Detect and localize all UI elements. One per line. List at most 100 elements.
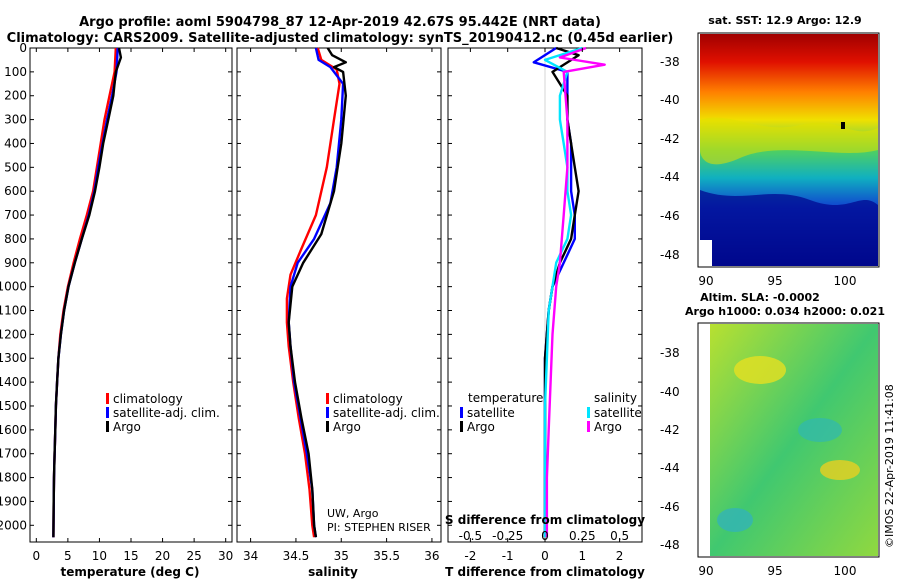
ytick-label: 1000 xyxy=(0,280,27,294)
sla-map-anomaly xyxy=(734,356,786,384)
sst-map-title: sat. SST: 12.9 Argo: 12.9 xyxy=(708,14,861,27)
ytick-label: 800 xyxy=(4,232,27,246)
sst-ytick: -46 xyxy=(660,209,680,223)
legend-swatch-t-satellite xyxy=(460,407,463,418)
sla-ytick: -44 xyxy=(660,461,680,475)
xtick-label: 15 xyxy=(123,549,138,563)
salinity-xlabel: salinity xyxy=(308,565,358,579)
ytick-label: 1700 xyxy=(0,447,27,461)
s-tick-label: -0.25 xyxy=(492,529,523,543)
xtick-label: 34 xyxy=(243,549,258,563)
s-tick-label: 0.25 xyxy=(569,529,596,543)
ytick-label: 900 xyxy=(4,256,27,270)
sst-map-gap xyxy=(700,240,712,266)
t-difference-label: T difference from climatology xyxy=(445,565,645,579)
ytick-label: 1200 xyxy=(0,327,27,341)
xtick-label: -2 xyxy=(464,549,476,563)
sst-map-xticks: 90 95 100 xyxy=(698,274,856,288)
xtick-label: 0 xyxy=(541,549,549,563)
sst-map-front xyxy=(700,117,878,165)
legend-label-argo: Argo xyxy=(113,420,141,434)
xtick-label: 36 xyxy=(424,549,439,563)
ytick-label: 1600 xyxy=(0,423,27,437)
ytick-label: 200 xyxy=(4,89,27,103)
series-line-salinity-argo xyxy=(545,46,606,538)
difference-legend: temperature salinity satellite Argo sate… xyxy=(460,391,642,434)
sla-map: Altim. SLA: -0.0002 Argo h1000: 0.034 h2… xyxy=(660,291,885,578)
sla-ytick: -38 xyxy=(660,346,680,360)
annotation-line-2: PI: STEPHEN RISER xyxy=(327,521,431,534)
sst-xtick: 90 xyxy=(698,274,713,288)
xtick-label: 20 xyxy=(155,549,170,563)
sla-xtick: 100 xyxy=(834,564,857,578)
s-tick-label: 0 xyxy=(541,529,549,543)
sst-xtick: 100 xyxy=(834,274,857,288)
legend-swatch-argo xyxy=(106,421,109,432)
legend-title-temperature: temperature xyxy=(468,391,543,405)
salinity-legend: climatology satellite-adj. clim. Argo xyxy=(326,392,440,434)
legend-swatch-climatology xyxy=(106,393,109,404)
legend-title-salinity: salinity xyxy=(594,391,637,405)
sst-map-cold-region xyxy=(700,190,878,266)
series-line-temperature-argo xyxy=(543,46,580,538)
xtick-label: 35 xyxy=(334,549,349,563)
ytick-label: 1800 xyxy=(0,471,27,485)
xtick-label: 25 xyxy=(186,549,201,563)
sla-map-anomaly xyxy=(820,460,860,480)
sst-ytick: -40 xyxy=(660,93,680,107)
ytick-label: 1900 xyxy=(0,494,27,508)
series-line-climatology xyxy=(285,47,341,538)
annotation-line-1: UW, Argo xyxy=(327,507,379,520)
ytick-label: 600 xyxy=(4,184,27,198)
legend-label-satellite: satellite-adj. clim. xyxy=(333,406,440,420)
ytick-label: 0 xyxy=(19,41,27,55)
ytick-label: 500 xyxy=(4,160,27,174)
temperature-legend: climatology satellite-adj. clim. Argo xyxy=(106,392,220,434)
xtick-label: 1 xyxy=(578,549,586,563)
ytick-label: 300 xyxy=(4,113,27,127)
ytick-label: 1400 xyxy=(0,375,27,389)
legend-label-s-argo: Argo xyxy=(594,420,622,434)
salinity-axes-frame xyxy=(236,47,442,543)
sst-ytick: -38 xyxy=(660,55,680,69)
sla-ytick: -48 xyxy=(660,538,680,552)
ytick-label: 400 xyxy=(4,136,27,150)
s-tick-label: -0.5 xyxy=(459,529,482,543)
sst-ytick: -42 xyxy=(660,132,680,146)
legend-label-argo: Argo xyxy=(333,420,361,434)
sla-xtick: 90 xyxy=(698,564,713,578)
xtick-label: -1 xyxy=(502,549,514,563)
sla-map-xticks: 90 95 100 xyxy=(698,564,856,578)
temperature-panel: 0 5 10 15 20 25 30 0 100 200 300 400 500 600 700 800 90… xyxy=(0,41,233,579)
xtick-label: 34.5 xyxy=(283,549,310,563)
ytick-label: 2000 xyxy=(0,518,27,532)
ytick-label: 700 xyxy=(4,208,27,222)
ytick-label: 1100 xyxy=(0,304,27,318)
xtick-label: 35.5 xyxy=(373,549,400,563)
imos-footer: ©IMOS 22-Apr-2019 11:41:08 xyxy=(883,384,896,548)
series-line-argo xyxy=(52,47,123,538)
xtick-label: 5 xyxy=(64,549,72,563)
title-line-2: Climatology: CARS2009. Satellite-adjuste… xyxy=(7,31,674,46)
series-line-satellite-adj-clim- xyxy=(287,47,345,538)
series-line-argo xyxy=(287,47,347,538)
sla-ytick: -46 xyxy=(660,500,680,514)
sla-ytick: -40 xyxy=(660,385,680,399)
ytick-label: 100 xyxy=(4,65,27,79)
xtick-label: 30 xyxy=(218,549,233,563)
sla-map-yticks: -38 -40 -42 -44 -46 -48 xyxy=(660,346,680,552)
sst-map: sat. SST: 12.9 Argo: 12.9 -38 -40 -42 -4… xyxy=(660,14,880,288)
temperature-xlabel: temperature (deg C) xyxy=(61,565,200,579)
legend-swatch-satellite xyxy=(106,407,109,418)
xtick-label: 0 xyxy=(32,549,40,563)
sla-map-title-2: Argo h1000: 0.034 h2000: 0.021 xyxy=(685,305,885,318)
sst-ytick: -48 xyxy=(660,248,680,262)
s-difference-label: S difference from climatology xyxy=(445,513,645,527)
salinity-panel: 34 34.5 35 35.5 36 salinity climatology sate… xyxy=(236,47,442,579)
legend-swatch-t-argo xyxy=(460,421,463,432)
sla-map-anomaly xyxy=(717,508,753,532)
legend-swatch-s-argo xyxy=(587,421,590,432)
legend-label-s-satellite: satellite xyxy=(594,406,642,420)
legend-label-climatology: climatology xyxy=(113,392,183,406)
title-line-1: Argo profile: aoml 5904798_87 12-Apr-201… xyxy=(79,15,601,30)
